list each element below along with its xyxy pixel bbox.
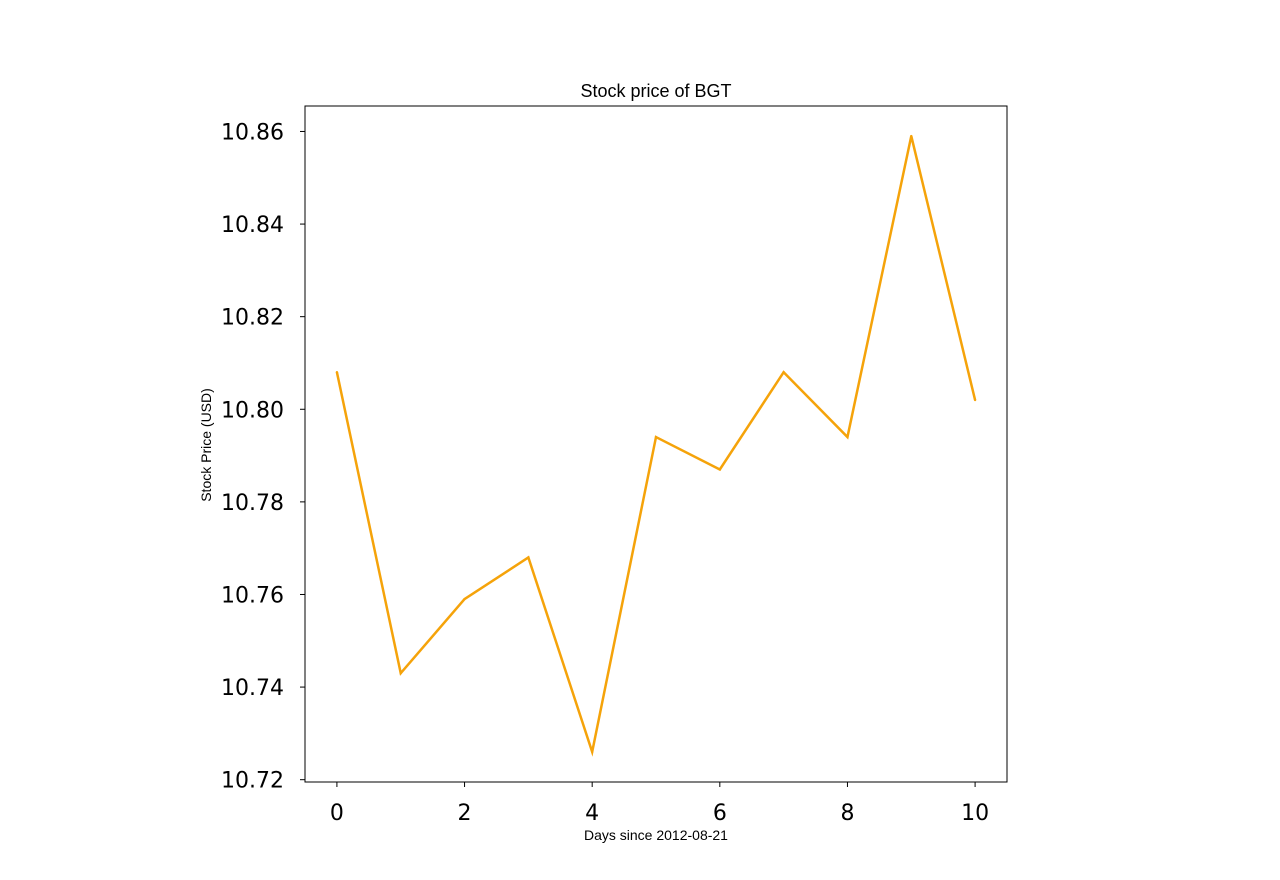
data-point [846, 435, 849, 439]
data-point [782, 371, 785, 374]
series-layer [335, 134, 977, 757]
data-point [335, 371, 339, 374]
y-axis-ticks: 10.72 10.74 10.76 10.78 10.80 10.82 10.84 10.86 [221, 120, 305, 794]
data-point [718, 468, 722, 471]
y-tick-label: 10.72 [221, 769, 284, 794]
data-point [463, 597, 466, 601]
x-tick-label: 4 [585, 801, 599, 826]
x-tick-label: 10 [961, 801, 989, 826]
x-tick-label: 2 [458, 801, 472, 826]
data-point [527, 556, 530, 559]
data-point [973, 398, 977, 402]
x-tick-label: 6 [713, 801, 727, 826]
data-point [399, 671, 402, 675]
y-tick-label: 10.86 [221, 120, 284, 145]
y-tick-label: 10.78 [221, 491, 284, 516]
series-line [335, 135, 977, 757]
y-tick-label: 10.82 [221, 306, 284, 331]
y-tick-label: 10.76 [221, 583, 284, 608]
y-axis-label: Stock Price (USD) [198, 388, 214, 502]
y-tick-label: 10.74 [221, 676, 284, 701]
chart-title: Stock price of BGT [580, 81, 731, 101]
data-point [910, 134, 913, 138]
data-point [590, 750, 594, 754]
x-axis-label: Days since 2012-08-21 [584, 827, 728, 843]
plot-area [304, 105, 1008, 783]
y-tick-label: 10.84 [221, 213, 284, 238]
data-point [654, 435, 658, 439]
x-tick-label: 0 [330, 801, 344, 826]
y-tick-label: 10.80 [221, 398, 284, 423]
x-tick-label: 8 [840, 801, 854, 826]
x-axis-ticks: 0 2 4 6 8 10 [330, 782, 989, 826]
